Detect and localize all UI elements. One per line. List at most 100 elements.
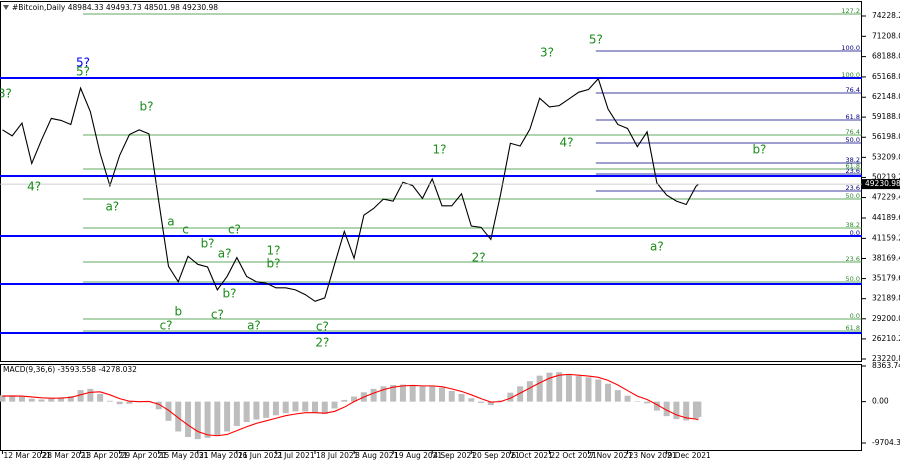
x-tick-label: 19 Aug 2021 <box>394 451 442 460</box>
fib-label: 100.0 <box>841 71 860 79</box>
x-tick-label: 22 Oct 2021 <box>550 451 597 460</box>
macd-bar <box>292 401 299 412</box>
macd-bar <box>204 401 211 438</box>
x-tick-label: 18 Jul 2021 <box>316 451 359 460</box>
x-tick-label: 15 May 2021 <box>160 451 209 460</box>
macd-bar <box>634 401 641 402</box>
macd-bar <box>644 401 651 404</box>
x-tick-label: 31 May 2021 <box>199 451 248 460</box>
macd-bar <box>126 401 133 404</box>
fib-label: 38.2 <box>846 156 860 164</box>
macd-bar <box>28 398 35 402</box>
macd-bar <box>695 401 702 417</box>
x-tick-label: 4 Sep 2021 <box>433 451 476 460</box>
wave-label: b? <box>140 99 154 113</box>
x-tick-label: 7 Nov 2021 <box>590 451 633 460</box>
macd-bar <box>526 381 533 402</box>
macd-bar <box>409 385 416 402</box>
x-tick-label: 16 Jun 2021 <box>238 451 283 460</box>
wave-label: b? <box>752 143 766 157</box>
x-tick-label: 6 Oct 2021 <box>511 451 553 460</box>
y-tick-label: 71208.00 <box>872 31 900 40</box>
fib-label: 61.8 <box>846 324 860 332</box>
macd-bar <box>214 401 221 436</box>
x-tick-label: 29 Apr 2021 <box>121 451 168 460</box>
macd-bar <box>106 400 113 402</box>
fib-label: 0.0 <box>850 312 860 320</box>
x-tick-label: 13 Apr 2021 <box>82 451 129 460</box>
macd-bar <box>653 401 660 411</box>
macd-bar <box>233 401 240 426</box>
macd-bar <box>9 396 16 402</box>
macd-bar <box>673 401 680 420</box>
fib-label: 50.0 <box>846 136 860 144</box>
wave-label: 4? <box>560 136 574 150</box>
y-tick-label: 50219.20 <box>872 172 900 181</box>
price-line <box>2 77 699 302</box>
macd-bar <box>487 401 494 406</box>
macd-bar <box>565 373 572 402</box>
x-tick-label: 9 Dec 2021 <box>668 451 711 460</box>
macd-bar <box>77 390 84 402</box>
y-tick-label: 59188.00 <box>872 112 900 121</box>
macd-bar <box>312 401 319 413</box>
macd-bar <box>458 393 465 402</box>
wave-label: c <box>182 223 189 237</box>
macd-bar <box>97 393 104 402</box>
wave-label: 5? <box>76 55 90 69</box>
macd-bar <box>116 401 123 405</box>
wave-label: c? <box>228 223 241 237</box>
macd-bar <box>175 401 182 432</box>
macd-bar <box>448 390 455 402</box>
macd-bar <box>302 401 309 412</box>
macd-bar <box>399 384 406 402</box>
fib-label: 61.8 <box>846 113 860 121</box>
y-tick-label: 32189.80 <box>872 294 900 303</box>
last-price-label: 49230.98 <box>865 179 900 188</box>
macd-bar <box>468 398 475 402</box>
fib-label: 76.4 <box>846 128 860 136</box>
macd-bar <box>155 401 162 410</box>
wave-label: c? <box>316 319 329 333</box>
y-tick-label: 26210.20 <box>872 334 900 343</box>
chart-title: #Bitcoin,Daily 48984.33 49493.73 48501.9… <box>12 3 218 12</box>
macd-bar <box>194 401 201 440</box>
y-tick-label: 35179.60 <box>872 274 900 283</box>
y-tick-label: 74228.25 <box>872 11 900 20</box>
fib-label: 23.6 <box>846 255 860 263</box>
y-tick-label: 41159.20 <box>872 233 900 242</box>
macd-bar <box>58 397 65 402</box>
macd-bar <box>370 388 377 402</box>
wave-label: a <box>167 214 174 228</box>
wave-label: a? <box>247 318 261 332</box>
y-tick-label: 0.00 <box>872 397 889 406</box>
fib-label: 50.0 <box>846 275 860 283</box>
y-tick-label: 65168.00 <box>872 72 900 81</box>
fib-label: 127.2 <box>841 7 860 15</box>
macd-bar <box>185 401 192 438</box>
y-tick-label: 68188.00 <box>872 52 900 61</box>
y-tick-label: 62148.00 <box>872 92 900 101</box>
wave-label: 1? <box>266 244 280 258</box>
macd-bar <box>556 372 563 402</box>
x-tick-label: 20 Sep 2021 <box>472 451 520 460</box>
macd-bar <box>18 396 25 402</box>
y-tick-label: 53209.00 <box>872 152 900 161</box>
signal-line <box>2 373 699 437</box>
macd-bar <box>683 401 690 421</box>
wave-label: 2? <box>472 250 486 264</box>
macd-bar <box>263 401 270 418</box>
macd-bar <box>87 388 94 402</box>
macd-bar <box>663 401 670 417</box>
x-tick-label: 12 Mar 2021 <box>3 451 51 460</box>
x-tick-label: 3 Aug 2021 <box>355 451 398 460</box>
macd-bar <box>507 392 514 402</box>
macd-bar <box>438 387 445 402</box>
macd-bar <box>331 401 338 409</box>
fib-label: 61.8 <box>846 162 860 170</box>
y-tick-label: 47229.40 <box>872 193 900 202</box>
x-tick-label: 2 Jul 2021 <box>277 451 315 460</box>
macd-bar <box>351 396 358 402</box>
x-tick-label: 23 Nov 2021 <box>629 451 677 460</box>
